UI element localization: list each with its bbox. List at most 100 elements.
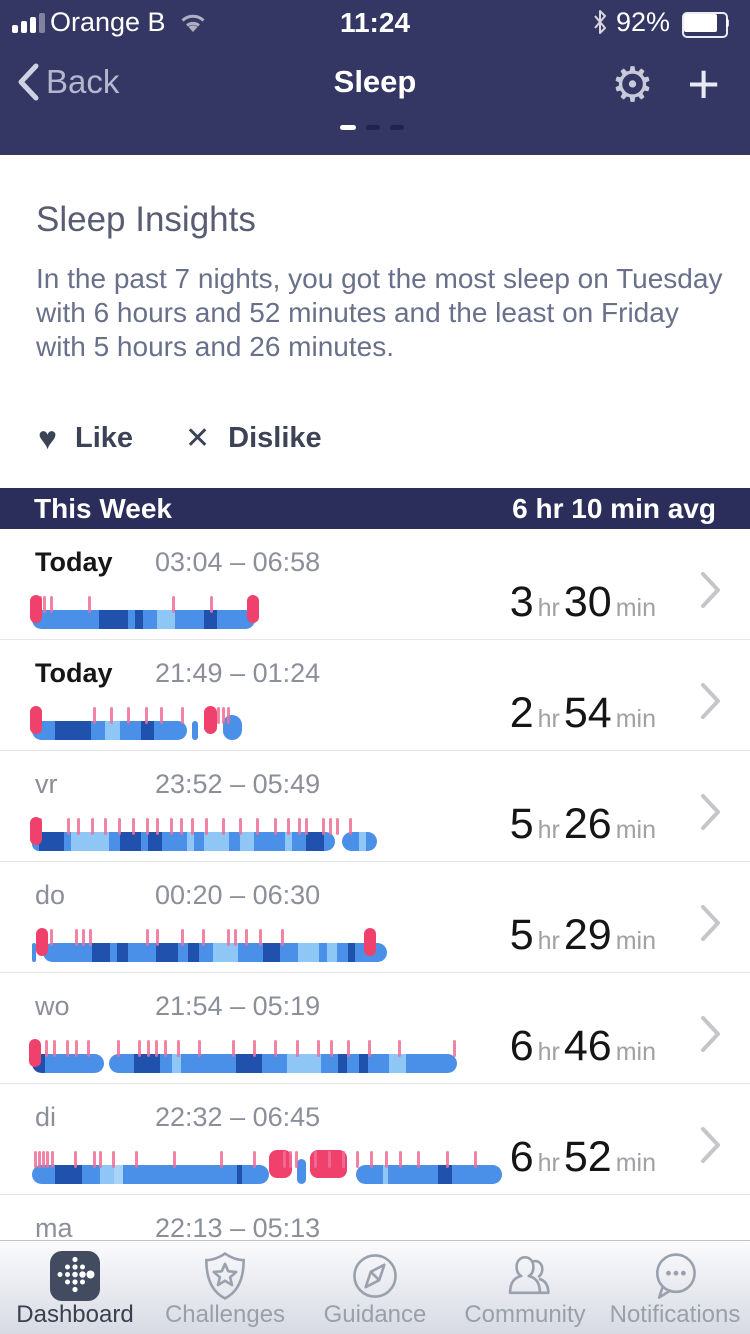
restless-tick [74, 1151, 78, 1168]
restless-tick [88, 929, 92, 946]
restless-tick [74, 1040, 78, 1057]
chevron-right-icon[interactable] [700, 1126, 722, 1164]
sleep-log-list: Today 03:04 – 06:58 3 hr30 min Today 21:49 – 0… [0, 529, 750, 1240]
restless-tick [81, 929, 85, 946]
tab-guidance[interactable]: Guidance [300, 1241, 450, 1334]
restless-tick [135, 1151, 139, 1168]
restless-tick [220, 1151, 223, 1168]
tab-notifications[interactable]: Notifications [600, 1241, 750, 1334]
chevron-right-icon[interactable] [700, 1015, 722, 1053]
add-button[interactable]: + [687, 52, 720, 115]
restless-tick [87, 1040, 91, 1057]
awake-marker [363, 928, 376, 956]
chevron-right-icon[interactable] [700, 904, 722, 942]
restless-tick [445, 1151, 449, 1168]
restless-tick [90, 818, 94, 835]
restless-tick [321, 818, 325, 835]
tab-community[interactable]: Community [450, 1241, 600, 1334]
page-indicator-active [340, 125, 356, 130]
restless-tick [356, 1151, 360, 1168]
back-label: Back [46, 63, 120, 100]
restless-tick [370, 1151, 374, 1168]
restless-tick [74, 929, 78, 946]
sleep-entry-row[interactable]: vr 23:52 – 05:49 5 hr26 min [0, 751, 750, 862]
chevron-right-icon[interactable] [700, 793, 722, 831]
restless-tick [104, 818, 108, 835]
tab-label: Challenges [164, 1301, 286, 1328]
compass-icon [353, 1254, 397, 1298]
sleep-entry-row[interactable]: di 22:32 – 06:45 6 hr52 min [0, 1084, 750, 1195]
restless-tick [259, 929, 263, 946]
restless-tick [50, 1151, 54, 1168]
restless-tick [155, 1040, 159, 1057]
day-label: di [35, 1102, 57, 1132]
restless-tick [222, 707, 226, 724]
restless-tick [329, 1040, 333, 1057]
time-range-label: 03:04 – 06:58 [155, 547, 321, 577]
restless-tick [349, 818, 353, 835]
restless-tick [287, 818, 291, 835]
restless-tick [253, 1040, 256, 1057]
page-title: Sleep [333, 64, 417, 99]
restless-tick [92, 707, 96, 724]
restless-tick [176, 1040, 180, 1057]
day-label: vr [35, 769, 58, 799]
restless-tick [231, 1040, 235, 1057]
restless-tick [398, 1151, 402, 1168]
sleep-entry-row[interactable]: wo 21:54 – 05:19 6 hr46 min [0, 973, 750, 1084]
battery-percent-label: 92% [615, 7, 670, 37]
sleep-entry-row[interactable]: ma 22:13 – 05:13 [0, 1195, 750, 1240]
shield-star-icon [205, 1251, 245, 1300]
restless-tick [252, 1151, 256, 1168]
sleep-entry-row[interactable]: do 00:20 – 06:30 5 hr29 min [0, 862, 750, 973]
restless-tick [204, 818, 208, 835]
restless-tick [273, 818, 277, 835]
restless-tick [146, 1040, 150, 1057]
sleep-entry-row[interactable]: Today 21:49 – 01:24 2 hr54 min [0, 640, 750, 751]
restless-tick [234, 929, 238, 946]
carrier-label: Orange B [50, 7, 166, 37]
restless-tick [41, 1151, 45, 1168]
back-button[interactable]: Back [16, 62, 119, 102]
restless-tick [221, 818, 225, 835]
restless-tick [160, 707, 164, 724]
restless-tick [38, 1151, 42, 1168]
header: Orange B 11:24 92% Back Sleep [0, 0, 750, 155]
chevron-right-icon[interactable] [700, 571, 722, 609]
time-range-label: 00:20 – 06:30 [155, 880, 321, 910]
restless-tick [173, 1151, 176, 1168]
sleep-entry-row[interactable]: Today 03:04 – 06:58 3 hr30 min [0, 529, 750, 640]
restless-tick [111, 1151, 115, 1168]
duration-label: 2 hr54 min [509, 689, 656, 737]
nav-bar: Back Sleep ⚙ + [0, 56, 750, 116]
sleep-pattern-graph [32, 922, 387, 964]
sleep-pattern-graph [29, 589, 260, 631]
x-icon[interactable]: ✕ [185, 422, 211, 455]
duration-label: 6 hr46 min [509, 1022, 656, 1070]
restless-tick [210, 596, 214, 613]
feedback-row: ♥ Like ✕ Dislike [38, 420, 322, 457]
time-range-label: 21:49 – 01:24 [155, 658, 321, 688]
insights-body-text: In the past 7 nights, you got the most s… [36, 263, 723, 362]
tab-dashboard[interactable]: Dashboard [0, 1241, 150, 1334]
restless-tick [156, 818, 160, 835]
restless-tick [118, 818, 122, 835]
like-button[interactable]: Like [75, 422, 134, 454]
restless-tick [117, 1040, 120, 1057]
sleep-pattern-graph [29, 700, 242, 742]
settings-gear-icon[interactable]: ⚙ [610, 59, 654, 112]
restless-tick [202, 929, 206, 946]
wifi-icon [181, 14, 205, 32]
heart-icon[interactable]: ♥ [38, 420, 57, 456]
restless-tick [289, 1151, 293, 1168]
restless-tick [314, 1151, 317, 1168]
tab-bar: Dashboard Challenges Guidance Communit [0, 1240, 750, 1334]
back-chevron-icon [18, 63, 39, 101]
restless-tick [145, 818, 149, 835]
restless-tick [227, 707, 231, 724]
tab-challenges[interactable]: Challenges [150, 1241, 300, 1334]
dislike-button[interactable]: Dislike [228, 422, 322, 454]
people-icon [508, 1256, 550, 1295]
chevron-right-icon[interactable] [700, 682, 722, 720]
restless-tick [216, 707, 220, 724]
